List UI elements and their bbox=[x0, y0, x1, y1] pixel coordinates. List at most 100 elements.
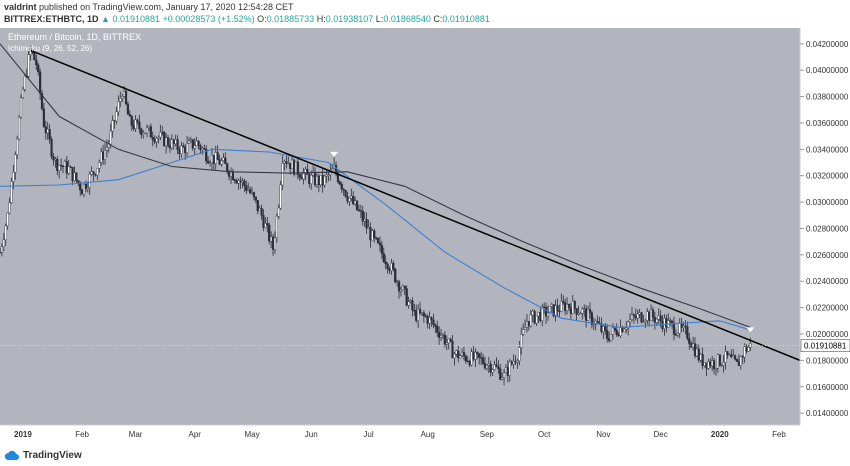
candle-body bbox=[42, 108, 46, 127]
candle-body bbox=[508, 361, 511, 376]
candle-body bbox=[493, 364, 496, 370]
moving-average-line bbox=[0, 148, 751, 331]
candle-body bbox=[726, 351, 729, 356]
candle-body bbox=[420, 312, 424, 314]
cloud-icon bbox=[4, 450, 20, 460]
candle-body bbox=[10, 181, 13, 203]
candle-body bbox=[546, 312, 550, 317]
candle-body bbox=[535, 315, 538, 324]
y-tick-label: 0.04000000 bbox=[806, 66, 849, 75]
candle-body bbox=[256, 200, 259, 212]
candle-body bbox=[441, 334, 445, 337]
x-tick-label: Feb bbox=[772, 430, 786, 439]
candle-body bbox=[422, 312, 425, 317]
author-name[interactable]: valdrint bbox=[4, 2, 37, 12]
legend-title: Ethereum / Bitcoin, 1D, BITTREX bbox=[8, 32, 141, 42]
candle-body bbox=[220, 160, 223, 165]
candle-body bbox=[527, 321, 530, 327]
tradingview-logo[interactable]: TradingView bbox=[4, 448, 82, 462]
candle-body bbox=[212, 155, 215, 164]
candle-body bbox=[592, 324, 595, 326]
candle-body bbox=[81, 189, 84, 195]
candle-body bbox=[506, 367, 509, 376]
candle-body bbox=[359, 210, 362, 212]
candle-body bbox=[665, 318, 668, 328]
candle-body bbox=[451, 341, 454, 359]
descending-trendline[interactable] bbox=[30, 49, 801, 362]
candle-body bbox=[466, 360, 469, 363]
candle-body bbox=[344, 190, 347, 197]
candle-body bbox=[214, 152, 217, 164]
candle-body bbox=[355, 200, 359, 211]
candle-body bbox=[571, 301, 574, 314]
candle-body bbox=[88, 173, 91, 188]
candle-body bbox=[279, 184, 282, 209]
x-tick-label: Sep bbox=[480, 430, 495, 439]
candle-body bbox=[128, 114, 131, 117]
candle-body bbox=[434, 324, 437, 327]
price-chart[interactable]: 0.04200000 0.04000000 0.03800000 0.03600000… bbox=[0, 28, 850, 443]
candle-body bbox=[642, 321, 645, 323]
candle-body bbox=[375, 237, 378, 239]
candle-body bbox=[718, 354, 721, 366]
candle-body bbox=[291, 159, 294, 169]
candle-body bbox=[733, 355, 737, 360]
marker-triangle-icon bbox=[330, 151, 339, 157]
candle-body bbox=[35, 59, 38, 66]
candle-body bbox=[468, 361, 471, 366]
candle-body bbox=[741, 356, 744, 358]
candle-body bbox=[628, 319, 632, 323]
symbol-label: BITTREX:ETHBTC, 1D bbox=[4, 14, 99, 24]
candle-body bbox=[59, 165, 63, 167]
candle-body bbox=[235, 180, 238, 184]
candle-body bbox=[739, 356, 742, 366]
y-tick-label: 0.02800000 bbox=[806, 224, 849, 233]
candle-body bbox=[306, 169, 309, 175]
candle-body bbox=[449, 338, 452, 342]
candle-body bbox=[319, 175, 322, 186]
candle-body bbox=[161, 132, 164, 134]
candle-body bbox=[23, 75, 26, 90]
candle-body bbox=[65, 161, 68, 174]
candle-body bbox=[184, 146, 187, 154]
candle-body bbox=[123, 90, 126, 97]
candle-body bbox=[722, 362, 725, 366]
candle-body bbox=[73, 172, 76, 182]
candle-body bbox=[283, 161, 286, 164]
candle-body bbox=[657, 315, 660, 320]
candle-body bbox=[684, 325, 687, 327]
candle-body bbox=[499, 368, 502, 380]
x-tick-label: Oct bbox=[538, 430, 551, 439]
candle-body bbox=[590, 312, 593, 325]
candle-body bbox=[63, 161, 67, 167]
candle-body bbox=[663, 318, 666, 329]
candle-body bbox=[159, 132, 162, 138]
candle-body bbox=[579, 313, 582, 315]
candle-body bbox=[418, 308, 422, 314]
candle-body bbox=[96, 168, 99, 176]
candle-body bbox=[747, 347, 750, 352]
chart-header: valdrint published on TradingView.com, J… bbox=[0, 0, 850, 28]
candle-body bbox=[478, 353, 481, 358]
candle-body bbox=[50, 138, 53, 157]
candle-body bbox=[382, 253, 385, 262]
candle-body bbox=[455, 350, 458, 355]
candle-body bbox=[357, 209, 361, 211]
candle-body bbox=[298, 174, 301, 178]
candle-body bbox=[607, 338, 611, 341]
candle-body bbox=[247, 189, 250, 191]
candle-body bbox=[203, 148, 206, 150]
y-tick-label: 0.01800000 bbox=[806, 356, 849, 365]
candle-body bbox=[623, 329, 626, 332]
candle-body bbox=[417, 308, 420, 321]
candle-body bbox=[61, 165, 65, 167]
chart-area[interactable]: 0.04200000 0.04000000 0.03800000 0.03600000… bbox=[0, 28, 850, 443]
candle-body bbox=[153, 139, 156, 143]
candle-body bbox=[369, 227, 372, 241]
candle-body bbox=[151, 137, 154, 140]
candle-body bbox=[401, 285, 404, 291]
candle-body bbox=[615, 329, 618, 335]
candle-body bbox=[134, 119, 137, 129]
candle-body bbox=[197, 140, 200, 146]
x-tick-label: Aug bbox=[421, 430, 435, 439]
